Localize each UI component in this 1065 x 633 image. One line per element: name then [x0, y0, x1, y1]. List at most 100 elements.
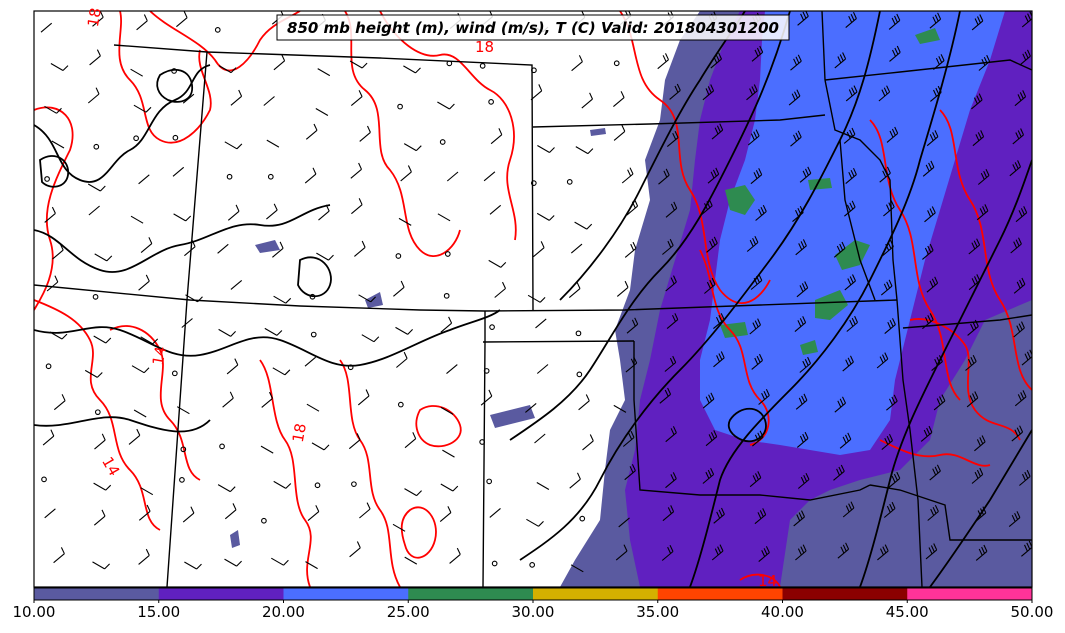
wind-barb	[613, 91, 625, 108]
wind-barb	[575, 146, 594, 155]
wind-barb	[218, 65, 237, 74]
wind-barb	[575, 330, 582, 337]
wind-barb	[978, 54, 991, 71]
wind-barb	[489, 324, 495, 330]
wind-barb	[480, 389, 493, 406]
wind-barb	[490, 128, 503, 145]
wind-barb	[704, 277, 716, 294]
wind-barb	[395, 326, 413, 335]
wind-barb	[876, 352, 889, 369]
wind-barb	[833, 464, 845, 481]
wind-barb	[793, 510, 805, 527]
wind-barb	[437, 213, 451, 222]
wind-barb	[713, 313, 725, 330]
wind-barb	[489, 204, 502, 215]
wind-barb	[351, 481, 357, 488]
wind-barb	[398, 217, 412, 226]
wind-barb	[974, 435, 986, 452]
wind-barb	[845, 11, 857, 29]
wind-barb	[357, 389, 370, 406]
wind-barb	[184, 240, 196, 257]
wind-barb	[845, 167, 857, 185]
colorbar-segment	[34, 588, 160, 600]
wind-barb	[273, 480, 292, 489]
wind-barb	[88, 205, 100, 216]
wind-barb	[751, 353, 763, 370]
wind-barb	[443, 292, 450, 299]
wind-barb	[746, 235, 759, 252]
wind-barb	[1021, 540, 1032, 557]
wind-barb	[972, 130, 985, 147]
colorbar-segment	[158, 588, 284, 600]
wind-barb	[797, 472, 810, 489]
wind-barb	[140, 237, 153, 254]
wind-barb	[176, 11, 188, 28]
wind-barb	[181, 318, 193, 328]
wind-barb	[172, 134, 179, 141]
wind-barb	[621, 167, 634, 184]
wind-barb	[180, 446, 187, 453]
wind-barb	[138, 174, 150, 185]
wind-barb	[266, 139, 280, 148]
wind-barb	[50, 63, 69, 71]
wind-barb	[846, 315, 859, 332]
wind-barb	[661, 544, 674, 561]
wind-barb	[483, 171, 496, 182]
wind-barb	[879, 166, 891, 183]
wind-barb	[536, 482, 550, 490]
wind-barb	[749, 318, 762, 335]
colorbar-tick-label: 10.00	[13, 603, 56, 621]
colorbar-tick-label: 15.00	[137, 603, 180, 621]
colorbar-segment	[657, 588, 783, 600]
wind-barb	[925, 543, 938, 560]
wind-barb	[613, 60, 620, 67]
colorbar-segment	[533, 588, 659, 600]
wind-barb	[361, 334, 380, 343]
wind-barb	[533, 241, 545, 258]
wind-barb	[318, 204, 330, 221]
colorbar-segment	[782, 588, 908, 600]
wind-barb	[351, 198, 363, 215]
wind-barb	[44, 508, 56, 519]
wind-barb	[747, 129, 760, 146]
wind-barb	[41, 476, 47, 483]
shading-western-patches	[230, 128, 606, 548]
wind-barb	[273, 295, 292, 304]
wind-barb	[52, 243, 64, 260]
wind-barb	[882, 239, 894, 257]
wind-barb	[665, 426, 677, 443]
wind-barb	[44, 105, 62, 114]
wind-barb	[446, 171, 459, 182]
wind-barb	[304, 167, 317, 184]
wind-barb	[666, 313, 679, 330]
wind-barb	[317, 68, 331, 77]
wind-barb	[176, 406, 190, 415]
wind-barb	[527, 294, 546, 303]
wind-barb	[136, 14, 148, 31]
colorbar-tick-label: 35.00	[636, 603, 679, 621]
wind-barb	[227, 204, 240, 221]
wind-barbs	[40, 11, 1032, 573]
map-title: 850 mb height (m), wind (m/s), T (C) Val…	[287, 19, 779, 37]
wind-barb	[40, 22, 53, 33]
wind-barb	[707, 167, 720, 184]
wind-barb	[49, 331, 68, 340]
wind-barb	[1013, 321, 1025, 338]
wind-barb	[758, 388, 770, 405]
wind-barb	[46, 275, 59, 292]
wind-barb	[130, 68, 143, 77]
wind-barb	[359, 125, 371, 142]
wind-barb	[1010, 237, 1022, 254]
wind-barb	[790, 54, 802, 71]
wind-barb	[222, 391, 234, 408]
wind-barb	[315, 108, 329, 116]
wind-barb	[440, 316, 453, 333]
wind-barb	[219, 443, 225, 450]
wind-barb	[488, 99, 494, 105]
wind-barb	[669, 83, 681, 100]
wind-barb	[537, 145, 555, 153]
wind-barb	[750, 273, 763, 290]
wind-barb	[971, 93, 983, 110]
wind-barb	[311, 442, 330, 451]
wind-barb	[128, 428, 141, 445]
